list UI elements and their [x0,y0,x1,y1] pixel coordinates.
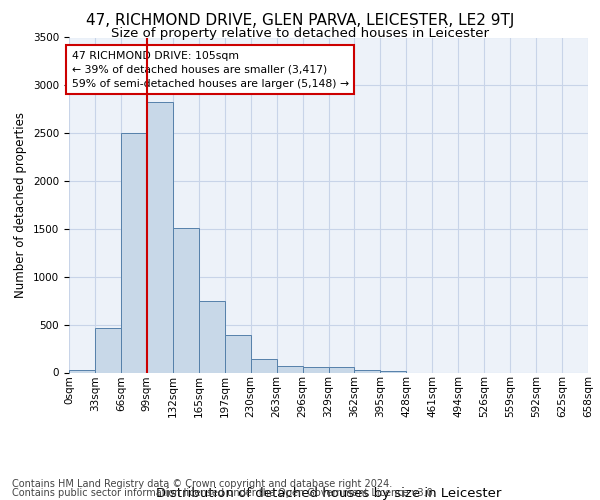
Bar [355,370,380,372]
Text: Size of property relative to detached houses in Leicester: Size of property relative to detached ho… [111,28,489,40]
Bar [251,358,277,372]
Y-axis label: Number of detached properties: Number of detached properties [14,112,28,298]
Bar [277,366,302,372]
Bar [225,335,251,372]
Bar [380,370,406,372]
Bar [121,133,147,372]
Bar [95,328,121,372]
X-axis label: Distribution of detached houses by size in Leicester: Distribution of detached houses by size … [156,487,501,500]
Text: 47 RICHMOND DRIVE: 105sqm
← 39% of detached houses are smaller (3,417)
59% of se: 47 RICHMOND DRIVE: 105sqm ← 39% of detac… [71,51,349,89]
Text: Contains HM Land Registry data © Crown copyright and database right 2024.: Contains HM Land Registry data © Crown c… [12,479,392,489]
Text: Contains public sector information licensed under the Open Government Licence v3: Contains public sector information licen… [12,488,436,498]
Bar [173,228,199,372]
Bar [199,301,224,372]
Bar [329,367,355,372]
Text: 47, RICHMOND DRIVE, GLEN PARVA, LEICESTER, LE2 9TJ: 47, RICHMOND DRIVE, GLEN PARVA, LEICESTE… [86,12,514,28]
Bar [69,370,95,372]
Bar [147,102,173,372]
Bar [302,367,329,372]
